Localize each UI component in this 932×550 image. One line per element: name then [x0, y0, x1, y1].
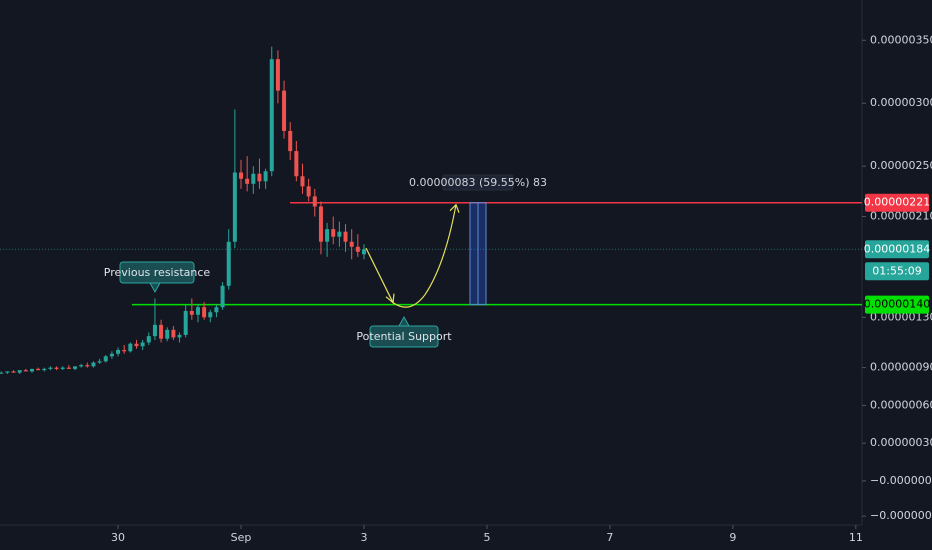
- candle-body: [337, 231, 342, 237]
- candle-body: [269, 59, 274, 172]
- candle-body: [331, 229, 336, 237]
- candle-body: [5, 371, 10, 373]
- candle-body: [103, 356, 108, 362]
- callout-pointer: [149, 282, 161, 294]
- y-tick-label: 0.00000250: [870, 159, 932, 172]
- support-tag-bg: [865, 295, 929, 314]
- candle-body: [165, 329, 170, 339]
- candle-body: [361, 249, 366, 255]
- candle-body: [257, 173, 262, 182]
- candle-body: [318, 206, 323, 242]
- y-tick-label: 0.00000030: [870, 436, 932, 449]
- callout-pointer: [398, 315, 410, 327]
- candle-body: [177, 334, 182, 338]
- candle-body: [226, 241, 231, 286]
- overlays: 0.00000083 (59.55%) 83 Previous resistanc…: [104, 174, 547, 348]
- candle-body: [42, 368, 47, 371]
- candle-body: [60, 367, 65, 369]
- y-tick-label: 0.00000090: [870, 361, 932, 374]
- candle-body: [73, 366, 78, 369]
- measure-label-bg: [442, 174, 514, 191]
- candle-body: [232, 172, 237, 242]
- candle-body: [134, 343, 139, 347]
- y-tick-label: 0.00000060: [870, 398, 932, 411]
- candle-body: [23, 370, 28, 372]
- candle-body: [109, 353, 114, 357]
- projection-arrow-down: [365, 247, 394, 303]
- candle-body: [97, 361, 102, 363]
- candle-body: [91, 362, 96, 367]
- candle-body: [343, 231, 348, 242]
- candle-body: [282, 90, 287, 131]
- plot-area: [0, 46, 862, 374]
- candle-body: [275, 59, 280, 91]
- candle-body: [17, 370, 22, 373]
- candle-body: [29, 368, 34, 372]
- candle-body: [11, 371, 16, 373]
- candle-body: [54, 367, 59, 369]
- x-tick-label: Sep: [231, 531, 252, 544]
- candle-body: [122, 350, 127, 352]
- candle-body: [263, 171, 268, 182]
- x-tick-label: 11: [849, 531, 863, 544]
- candle-body: [152, 324, 157, 337]
- candle-body: [128, 343, 133, 352]
- candle-body: [66, 367, 71, 369]
- candle-body: [116, 350, 121, 354]
- callout-text: Potential Support: [356, 330, 452, 343]
- countdown-tag-bg: [865, 262, 929, 281]
- candle-body: [159, 324, 164, 339]
- resistance-tag-bg: [865, 193, 929, 212]
- candle-body: [195, 307, 200, 315]
- x-tick-label: 5: [483, 531, 490, 544]
- candle-body: [325, 229, 330, 242]
- candle-body: [79, 365, 84, 367]
- x-tick-label: 30: [111, 531, 125, 544]
- candle-body: [349, 241, 354, 247]
- candle-body: [183, 310, 188, 335]
- candle-body: [306, 186, 311, 197]
- candle-body: [300, 176, 305, 187]
- candle-body: [140, 342, 145, 347]
- projection-arrow-head: [385, 293, 395, 304]
- resistance-tag: 0.00000221: [864, 196, 930, 209]
- candle-body: [48, 367, 53, 369]
- candle-body: [288, 130, 293, 152]
- y-tick-label: 0.00000350: [870, 33, 932, 46]
- candle-body: [239, 172, 244, 179]
- x-tick-label: 3: [360, 531, 367, 544]
- measure-label: 0.00000083 (59.55%) 83: [409, 176, 547, 189]
- callout-text: Previous resistance: [104, 266, 211, 279]
- candle-body: [220, 285, 225, 308]
- candle-body: [202, 307, 207, 318]
- projection-arrow-head: [449, 203, 460, 213]
- candle-body: [171, 329, 176, 338]
- x-tick-label: 9: [729, 531, 736, 544]
- support-tag: 0.00000140: [864, 298, 930, 311]
- candle-body: [36, 368, 41, 371]
- candle-body: [355, 246, 360, 252]
- last-price-tag: 0.00000184: [864, 242, 930, 255]
- candle-body: [146, 336, 151, 343]
- projection-curve: [392, 204, 457, 308]
- countdown-tag: 01:55:09: [872, 264, 921, 277]
- x-tick-label: 7: [606, 531, 613, 544]
- candle-body: [0, 372, 4, 374]
- y-tick-label: −0.00000028: [870, 509, 932, 522]
- candle-body: [294, 151, 299, 177]
- y-tick-label: −0.00000000: [870, 474, 932, 487]
- y-tick-label: 0.00000300: [870, 96, 932, 109]
- last-price-tag-bg: [865, 240, 929, 259]
- candle-body: [189, 310, 194, 315]
- candle-body: [245, 178, 250, 184]
- candle-body: [208, 312, 213, 318]
- candle-body: [214, 307, 219, 313]
- candle-body: [312, 196, 317, 207]
- candle-body: [85, 365, 90, 367]
- y-tick-label: 0.00000210: [870, 210, 932, 223]
- candle-body: [251, 173, 256, 184]
